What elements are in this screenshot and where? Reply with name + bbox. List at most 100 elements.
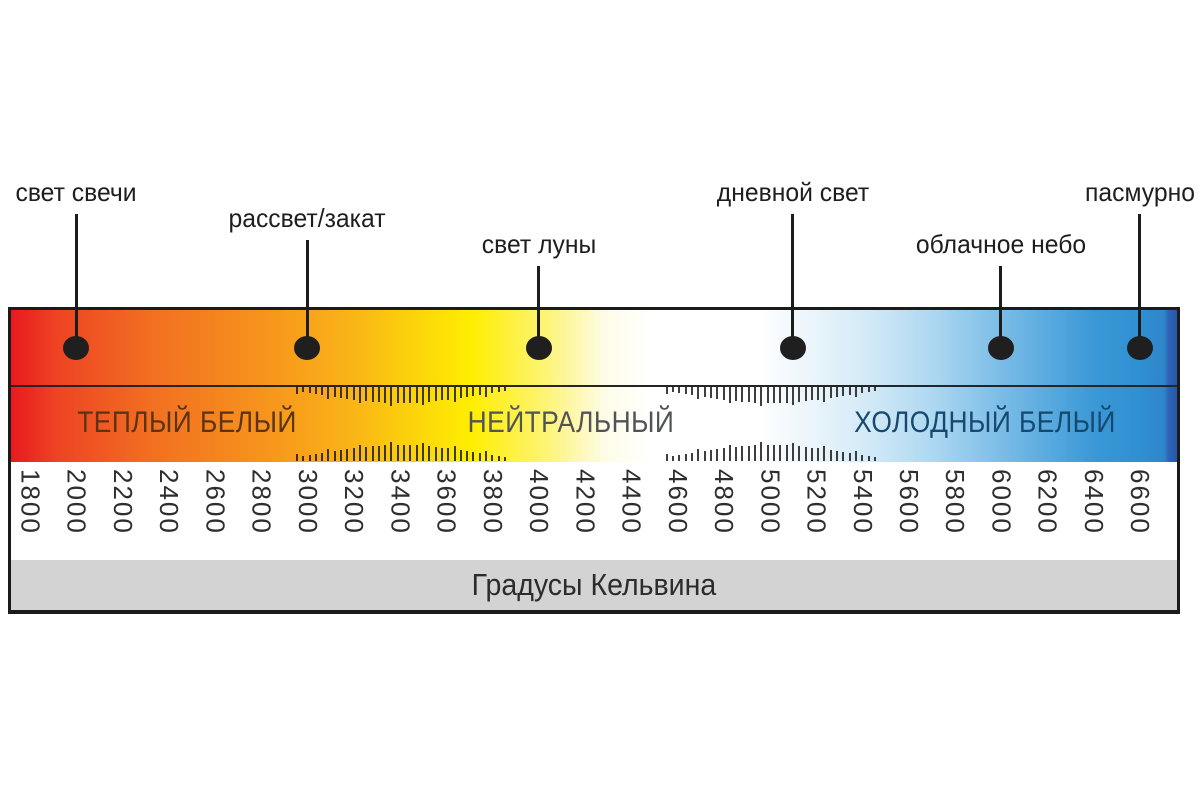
transition-tick: [396, 387, 399, 403]
pointer-line-overcast: [1138, 214, 1142, 348]
transition-tick: [716, 449, 719, 461]
marker-dot-candle-light: [63, 336, 90, 360]
kelvin-tick-label: 4000: [524, 469, 555, 535]
transition-tick: [779, 387, 782, 403]
transition-tick: [798, 387, 801, 402]
marker-dot-moonlight: [525, 336, 552, 360]
transition-tick: [440, 387, 443, 400]
axis-title-bar: Градусы Кельвина: [11, 560, 1177, 610]
annotation-label-candle-light: свет свечи: [15, 177, 137, 207]
transition-tick: [453, 387, 456, 402]
transition-tick: [703, 387, 706, 397]
zone-label-cold-white: ХОЛОДНЫЙ БЕЛЫЙ: [853, 406, 1116, 439]
transition-tick: [678, 387, 681, 393]
transition-tick: [691, 453, 693, 461]
pointer-line-moonlight: [537, 266, 541, 348]
kelvin-tick-label: 2800: [246, 469, 277, 535]
transition-tick: [390, 442, 393, 461]
transition-tick: [302, 387, 305, 392]
transition-tick: [791, 443, 794, 461]
transition-tick: [754, 387, 756, 403]
transition-tick: [716, 387, 719, 399]
transition-tick: [447, 448, 450, 461]
transition-tick: [779, 445, 782, 461]
transition-tick: [491, 455, 494, 461]
transition-tick: [346, 387, 349, 399]
transition-tick: [371, 387, 374, 402]
transition-tick: [340, 450, 342, 461]
zone-label-warm-white: ТЕПЛЫЙ БЕЛЫЙ: [77, 406, 298, 439]
kelvin-tick-label: 4600: [662, 469, 693, 535]
annotation-label-overcast: пасмурно: [1084, 177, 1195, 207]
transition-tick: [346, 449, 349, 461]
transition-tick: [836, 387, 838, 397]
transition-tick: [735, 447, 738, 461]
marker-dot-dawn-sunset: [294, 336, 321, 360]
transition-tick: [684, 454, 687, 461]
bar-divider-line: [11, 385, 1177, 387]
transition-tick: [358, 387, 361, 403]
transition-tick: [697, 449, 700, 461]
transition-tick: [709, 450, 712, 461]
transition-tick: [817, 387, 820, 400]
transition-tick: [434, 387, 437, 401]
kelvin-scale: 1800 2000 2200 2400 2600 2800 3000 3200 3400 3600…: [11, 462, 1177, 560]
marker-dot-daylight: [779, 336, 806, 360]
transition-tick: [709, 387, 712, 398]
transition-tick: [396, 445, 399, 461]
transition-tick: [485, 387, 487, 397]
transition-tick: [308, 387, 311, 393]
kelvin-tick-label: 5000: [755, 469, 786, 535]
transition-tick: [295, 454, 298, 461]
transition-tick: [415, 445, 418, 461]
transition-tick: [810, 448, 813, 461]
transition-tick: [321, 453, 324, 461]
transition-tick: [873, 387, 876, 391]
kelvin-tick-label: 6600: [1125, 469, 1156, 535]
transition-tick: [403, 387, 406, 403]
transition-tick: [678, 455, 681, 461]
transition-tick: [466, 451, 469, 461]
kelvin-tick-label: 4200: [570, 469, 601, 535]
transition-tick: [333, 387, 336, 397]
transition-tick: [302, 456, 305, 461]
transition-tick: [665, 454, 668, 461]
kelvin-tick-label: 6000: [986, 469, 1017, 535]
kelvin-tick-label: 5200: [801, 469, 832, 535]
gradient-bar: ТЕПЛЫЙ БЕЛЫЙ НЕЙТРАЛЬНЫЙ ХОЛОДНЫЙ БЕЛЫЙ: [11, 310, 1177, 462]
transition-tick: [842, 387, 845, 396]
transition-tick: [848, 453, 851, 461]
transition-tick: [772, 445, 775, 461]
transition-tick: [491, 387, 494, 393]
kelvin-tick-label: 3200: [339, 469, 370, 535]
transition-tick: [428, 446, 431, 461]
transition-tick: [409, 445, 412, 461]
transition-tick: [785, 445, 788, 461]
kelvin-tick-label: 5400: [847, 469, 878, 535]
transition-tick: [447, 387, 450, 400]
kelvin-tick-label: 6200: [1032, 469, 1063, 535]
transition-tick: [466, 387, 469, 397]
transition-tick: [867, 387, 870, 392]
kelvin-tick-label: 6400: [1078, 469, 1109, 535]
transition-tick: [333, 451, 336, 461]
kelvin-tick-label: 3400: [385, 469, 416, 535]
transition-tick: [478, 453, 481, 461]
transition-tick: [829, 387, 832, 398]
kelvin-tick-label: 3600: [431, 469, 462, 535]
transition-tick: [497, 456, 500, 461]
transition-tick: [295, 387, 298, 394]
transition-tick: [672, 456, 675, 461]
transition-tick: [829, 450, 832, 461]
transition-tick: [340, 387, 342, 398]
kelvin-tick-label: 4800: [709, 469, 740, 535]
transition-tick: [735, 387, 738, 401]
transition-tick: [747, 446, 750, 461]
transition-tick: [823, 446, 826, 461]
transition-tick: [684, 387, 687, 394]
pointer-line-candle-light: [74, 214, 78, 348]
transition-tick: [371, 446, 374, 461]
transition-tick: [722, 448, 725, 461]
annotation-label-dawn-sunset: рассвет/закат: [228, 203, 386, 233]
